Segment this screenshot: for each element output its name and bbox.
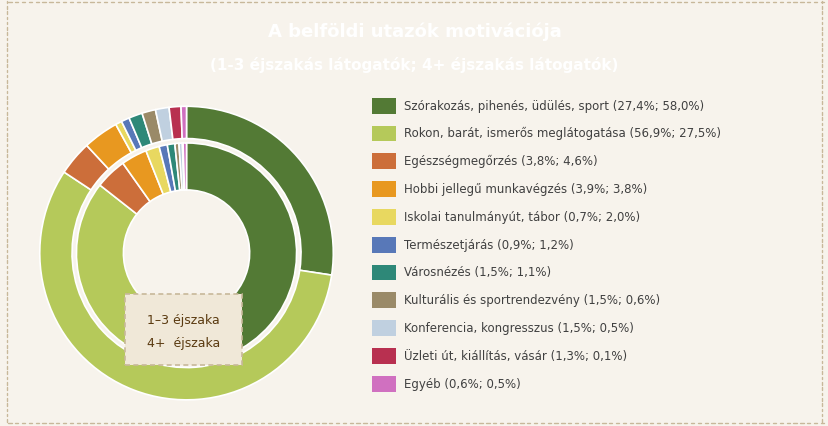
Wedge shape <box>133 144 296 363</box>
FancyBboxPatch shape <box>371 293 395 308</box>
Wedge shape <box>142 110 162 144</box>
Text: Szórakozás, pihenés, üdülés, sport (27,4%; 58,0%): Szórakozás, pihenés, üdülés, sport (27,4… <box>403 99 703 112</box>
Text: Iskolai tanulmányút, tábor (0,7%; 2,0%): Iskolai tanulmányút, tábor (0,7%; 2,0%) <box>403 210 639 223</box>
Text: A belföldi utazók motivációja: A belföldi utazók motivációja <box>267 23 561 41</box>
FancyBboxPatch shape <box>371 127 395 142</box>
Text: Egyéb (0,6%; 0,5%): Egyéb (0,6%; 0,5%) <box>403 377 520 390</box>
Wedge shape <box>167 144 180 191</box>
FancyBboxPatch shape <box>371 210 395 225</box>
Wedge shape <box>169 107 182 140</box>
Wedge shape <box>179 144 184 191</box>
FancyBboxPatch shape <box>371 99 395 115</box>
Wedge shape <box>116 122 136 153</box>
Text: Rokon, barát, ismerős meglátogatása (56,9%; 27,5%): Rokon, barát, ismerős meglátogatása (56,… <box>403 127 720 140</box>
Text: (1-3 éjszakás látogatók; 4+ éjszakás látogatók): (1-3 éjszakás látogatók; 4+ éjszakás lát… <box>210 57 618 73</box>
Text: Természetjárás (0,9%; 1,2%): Természetjárás (0,9%; 1,2%) <box>403 238 573 251</box>
Text: 4+  éjszaka: 4+ éjszaka <box>147 336 220 349</box>
FancyBboxPatch shape <box>371 237 395 253</box>
Wedge shape <box>122 119 142 151</box>
Wedge shape <box>76 186 156 349</box>
FancyBboxPatch shape <box>371 182 395 198</box>
Wedge shape <box>123 151 163 202</box>
Text: 1–3 éjszaka: 1–3 éjszaka <box>147 313 219 326</box>
Wedge shape <box>64 146 108 190</box>
Wedge shape <box>183 144 186 190</box>
Wedge shape <box>186 107 333 276</box>
Text: Hobbi jellegű munkavégzés (3,9%; 3,8%): Hobbi jellegű munkavégzés (3,9%; 3,8%) <box>403 183 647 196</box>
Wedge shape <box>175 144 182 191</box>
FancyBboxPatch shape <box>371 154 395 170</box>
Text: Kulturális és sportrendezvény (1,5%; 0,6%): Kulturális és sportrendezvény (1,5%; 0,6… <box>403 294 659 306</box>
FancyBboxPatch shape <box>371 320 395 336</box>
Wedge shape <box>182 144 185 190</box>
Wedge shape <box>146 147 171 195</box>
Wedge shape <box>155 108 173 142</box>
Wedge shape <box>181 107 186 139</box>
Text: Városnézés (1,5%; 1,1%): Városnézés (1,5%; 1,1%) <box>403 266 551 279</box>
Wedge shape <box>87 125 131 170</box>
Wedge shape <box>40 173 331 400</box>
Wedge shape <box>159 145 176 193</box>
FancyBboxPatch shape <box>371 348 395 364</box>
Text: Konferencia, kongresszus (1,5%; 0,5%): Konferencia, kongresszus (1,5%; 0,5%) <box>403 321 633 334</box>
Wedge shape <box>100 164 150 215</box>
FancyBboxPatch shape <box>125 294 242 365</box>
FancyBboxPatch shape <box>371 265 395 281</box>
Text: Üzleti út, kiállítás, vásár (1,3%; 0,1%): Üzleti út, kiállítás, vásár (1,3%; 0,1%) <box>403 349 626 362</box>
Text: Egészségmegőrzés (3,8%; 4,6%): Egészségmegőrzés (3,8%; 4,6%) <box>403 155 597 168</box>
Wedge shape <box>129 114 152 148</box>
FancyBboxPatch shape <box>371 376 395 392</box>
